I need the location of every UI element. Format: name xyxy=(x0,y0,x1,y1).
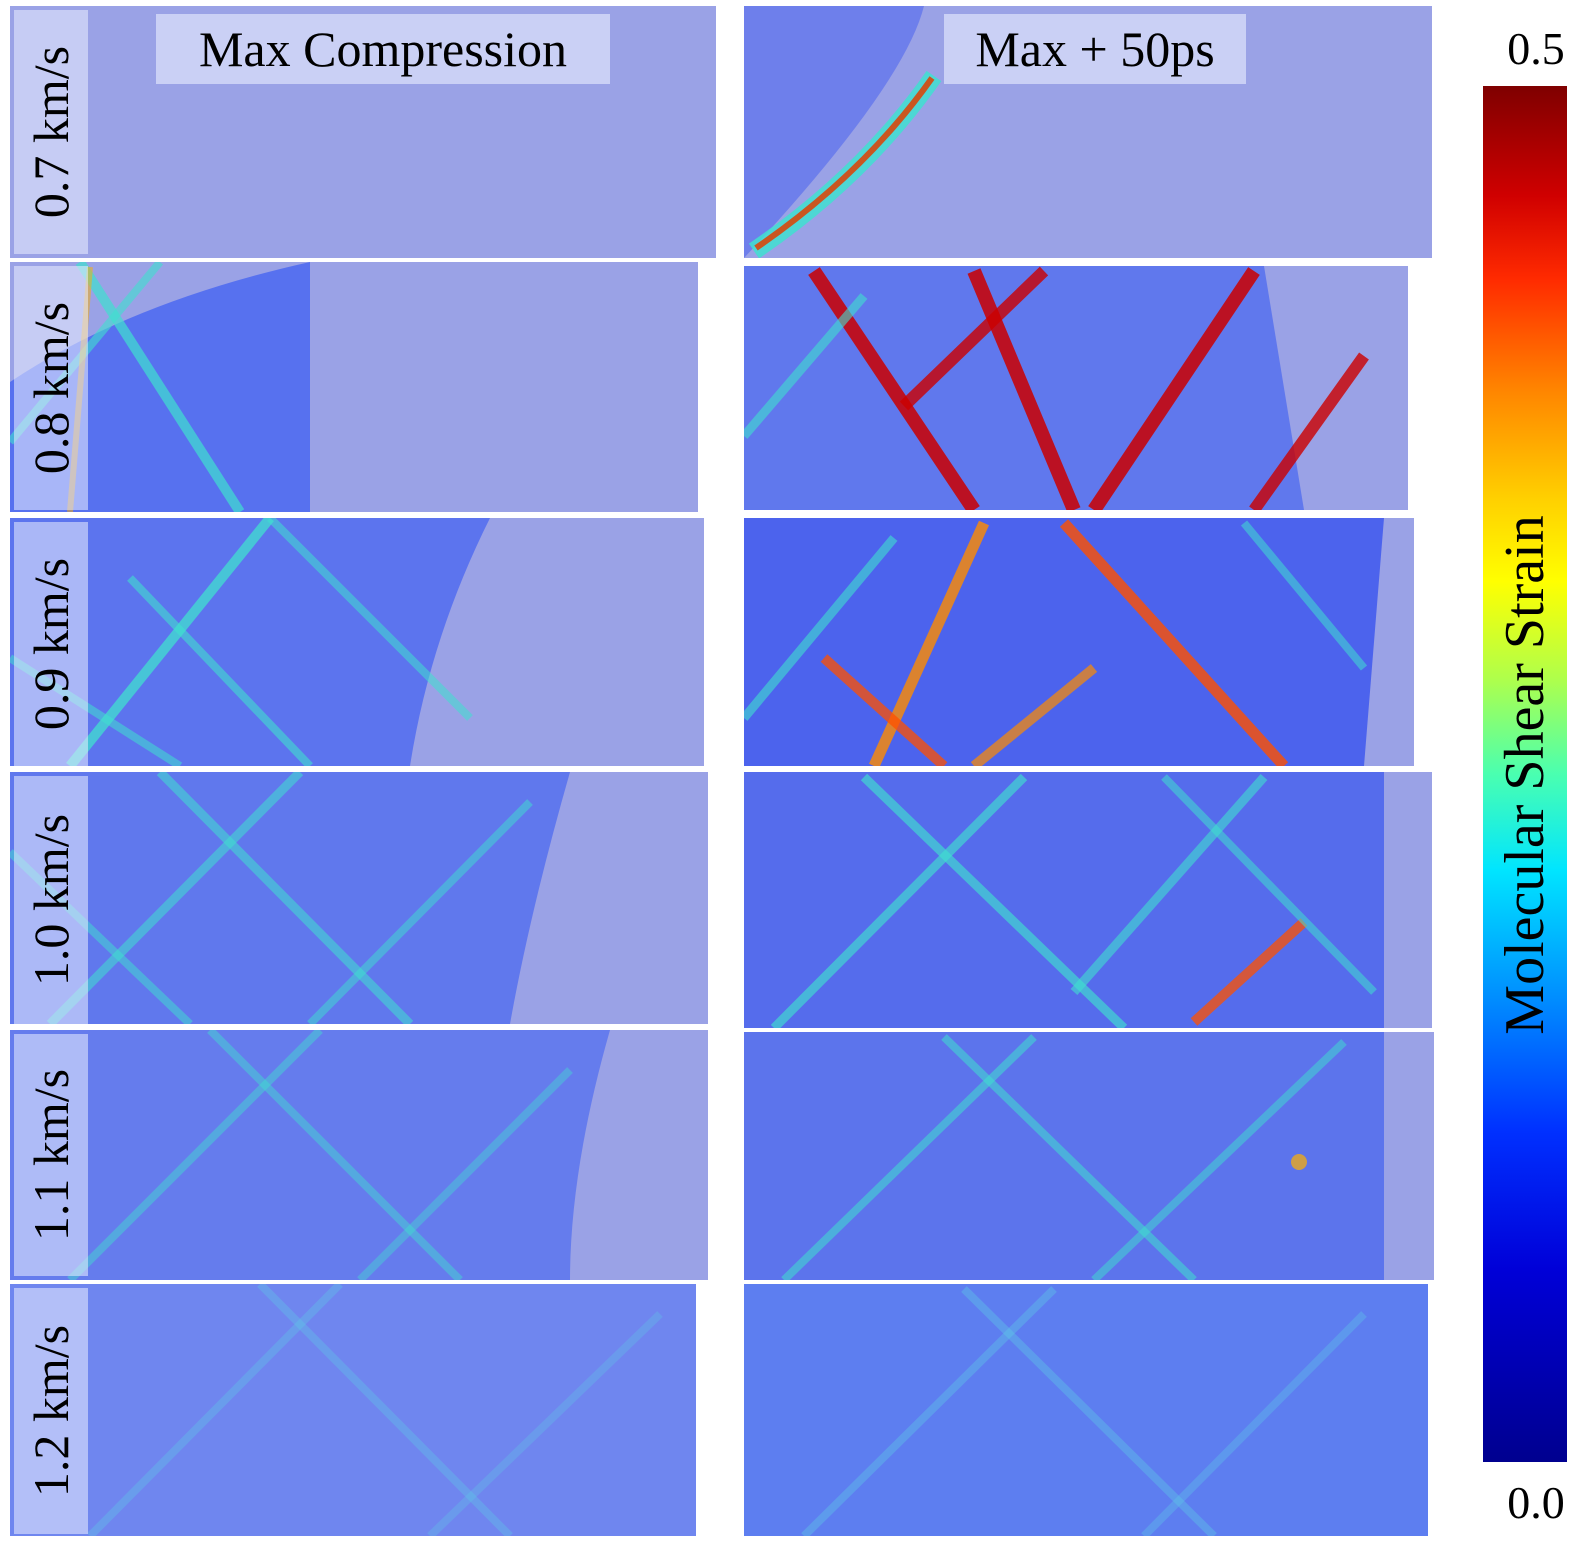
row-label-0.7: 0.7 km/s xyxy=(14,10,88,254)
strain-map xyxy=(744,266,1408,510)
colorbar-min-label: 0.0 xyxy=(1507,1477,1565,1528)
strain-map xyxy=(10,1284,696,1536)
column-title-max-plus-50ps: Max + 50ps xyxy=(944,14,1246,84)
row-label-0.8: 0.8 km/s xyxy=(14,266,88,510)
strain-map xyxy=(10,1030,708,1280)
strain-map xyxy=(744,1032,1434,1280)
strain-map xyxy=(744,1284,1428,1536)
strain-map xyxy=(10,772,708,1024)
column-title-max-compression: Max Compression xyxy=(156,14,610,84)
panel-0.9-max-plus-50ps xyxy=(744,518,1414,766)
colorbar xyxy=(1483,86,1567,1462)
colorbar-max-label: 0.5 xyxy=(1507,23,1565,74)
panel-0.8-max-compression xyxy=(10,262,698,512)
row-label-0.9: 0.9 km/s xyxy=(14,522,88,766)
panel-1.0-max-plus-50ps xyxy=(744,772,1432,1028)
panel-0.9-max-compression xyxy=(10,518,704,766)
strain-map xyxy=(744,518,1414,766)
strain-map xyxy=(10,262,698,512)
panel-1.2-max-plus-50ps xyxy=(744,1284,1428,1536)
panel-1.0-max-compression xyxy=(10,772,708,1024)
row-label-1.2: 1.2 km/s xyxy=(14,1288,88,1534)
strain-map xyxy=(744,772,1432,1028)
panel-1.1-max-compression xyxy=(10,1030,708,1280)
strain-map xyxy=(10,518,704,766)
panel-0.8-max-plus-50ps xyxy=(744,266,1408,510)
colorbar-title: Molecular Shear Strain xyxy=(1494,515,1556,1035)
row-label-1.1: 1.1 km/s xyxy=(14,1034,88,1276)
panel-1.1-max-plus-50ps xyxy=(744,1032,1434,1280)
row-label-1.0: 1.0 km/s xyxy=(14,776,88,1024)
panel-1.2-max-compression xyxy=(10,1284,696,1536)
